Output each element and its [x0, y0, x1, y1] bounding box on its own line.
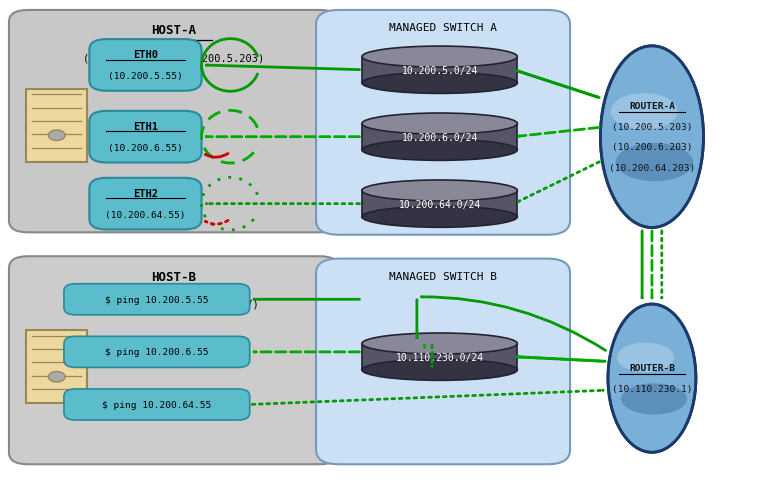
Text: MANAGED SWITCH A: MANAGED SWITCH A: [389, 23, 497, 33]
Ellipse shape: [362, 47, 517, 68]
Ellipse shape: [608, 304, 696, 452]
Text: 10.200.64.0/24: 10.200.64.0/24: [399, 199, 481, 209]
Text: (10.200.5.55): (10.200.5.55): [108, 72, 183, 81]
Text: (10.110.230.1): (10.110.230.1): [612, 384, 693, 393]
Ellipse shape: [362, 207, 517, 228]
FancyBboxPatch shape: [64, 284, 250, 315]
Text: HOST-A: HOST-A: [151, 24, 196, 37]
Bar: [362, 344, 517, 370]
Text: $ ping 10.200.5.55: $ ping 10.200.5.55: [105, 295, 209, 304]
Text: ROUTER-B: ROUTER-B: [629, 364, 675, 372]
FancyBboxPatch shape: [9, 11, 339, 233]
Ellipse shape: [362, 73, 517, 94]
Text: MANAGED SWITCH B: MANAGED SWITCH B: [389, 271, 497, 281]
Ellipse shape: [362, 140, 517, 161]
Text: (10.200.64.203): (10.200.64.203): [609, 164, 695, 173]
Text: 10.110.230.0/24: 10.110.230.0/24: [396, 352, 484, 362]
FancyBboxPatch shape: [64, 389, 250, 420]
FancyBboxPatch shape: [64, 336, 250, 368]
Text: 10.200.6.0/24: 10.200.6.0/24: [402, 132, 478, 143]
FancyBboxPatch shape: [89, 112, 202, 163]
FancyBboxPatch shape: [316, 11, 570, 235]
FancyBboxPatch shape: [89, 40, 202, 92]
FancyBboxPatch shape: [89, 179, 202, 230]
Text: ETH0: ETH0: [133, 50, 158, 60]
Text: ETH2: ETH2: [133, 189, 158, 199]
Bar: [362, 124, 517, 151]
Ellipse shape: [616, 144, 693, 182]
Circle shape: [49, 131, 65, 141]
Text: ETH1: ETH1: [133, 122, 158, 132]
Ellipse shape: [610, 94, 678, 130]
FancyBboxPatch shape: [27, 331, 87, 403]
Text: (10.200.64.55): (10.200.64.55): [105, 210, 186, 219]
Text: ROUTER-A: ROUTER-A: [629, 102, 675, 111]
Ellipse shape: [362, 360, 517, 381]
Ellipse shape: [621, 384, 687, 415]
Circle shape: [49, 372, 65, 382]
Text: (10.200.6.203): (10.200.6.203): [612, 143, 693, 152]
Text: $ ping 10.200.6.55: $ ping 10.200.6.55: [105, 348, 209, 357]
Ellipse shape: [600, 47, 703, 228]
Bar: [362, 191, 517, 217]
Ellipse shape: [616, 343, 674, 372]
Text: 10.200.5.0/24: 10.200.5.0/24: [402, 66, 478, 75]
Text: HOST-B: HOST-B: [151, 270, 196, 283]
Text: (Default Route: 10.200.5.203): (Default Route: 10.200.5.203): [83, 53, 265, 63]
FancyBboxPatch shape: [9, 257, 339, 464]
FancyBboxPatch shape: [27, 90, 87, 162]
FancyBboxPatch shape: [316, 259, 570, 464]
Text: (IP Address: 10.110.230.77): (IP Address: 10.110.230.77): [90, 299, 258, 309]
Bar: [362, 58, 517, 84]
Ellipse shape: [362, 114, 517, 135]
Ellipse shape: [362, 333, 517, 354]
Text: (10.200.6.55): (10.200.6.55): [108, 144, 183, 152]
Text: (10.200.5.203): (10.200.5.203): [612, 123, 693, 132]
Ellipse shape: [362, 180, 517, 202]
Text: $ ping 10.200.64.55: $ ping 10.200.64.55: [102, 400, 212, 409]
